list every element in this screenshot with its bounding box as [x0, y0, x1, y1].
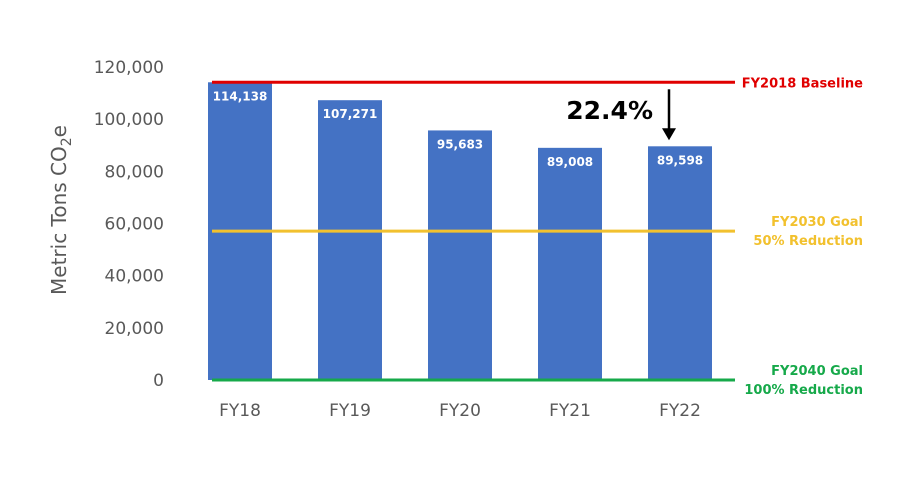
y-tick-label: 40,000 [105, 267, 164, 287]
bar-value-label: 114,138 [213, 89, 268, 103]
bar-value-label: 89,598 [657, 153, 703, 167]
y-tick-label: 80,000 [105, 162, 164, 182]
reference-line-1-label: FY2030 Goal [771, 215, 863, 230]
y-axis-title-main: Metric Tons CO [47, 146, 71, 295]
bar-value-labels: 114,138 107,271 95,683 89,008 89,598 [213, 89, 703, 169]
reduction-arrow-head [662, 128, 676, 141]
x-tick-label: FY18 [219, 401, 261, 421]
bar-fy22 [648, 146, 712, 380]
y-tick-label: 100,000 [94, 110, 164, 130]
bar-value-label: 107,271 [323, 107, 378, 121]
reference-line-2-label: 100% Reduction [744, 383, 863, 398]
svg-text:Metric Tons CO2e: Metric Tons CO2e [47, 125, 75, 295]
y-axis-title-subscript: 2 [59, 137, 75, 146]
reference-line-0-label: FY2018 Baseline [742, 76, 863, 91]
y-axis-title-suffix: e [47, 125, 71, 137]
y-tick-label: 20,000 [105, 319, 164, 339]
reference-lines: FY2018 Baseline FY2030 Goal 50% Reduction F… [212, 76, 863, 398]
x-tick-label: FY19 [329, 401, 371, 421]
x-tick-label: FY20 [439, 401, 481, 421]
bar-fy21 [538, 147, 602, 380]
x-axis-ticks: FY18 FY19 FY20 FY21 FY22 [219, 401, 701, 421]
reference-line-1-label: 50% Reduction [753, 234, 863, 249]
bar-fy20 [428, 130, 492, 380]
reference-line-2-label: FY2040 Goal [771, 364, 863, 379]
y-tick-label: 60,000 [105, 215, 164, 235]
x-tick-label: FY22 [659, 401, 701, 421]
bars [208, 82, 712, 381]
bar-value-label: 95,683 [437, 137, 483, 151]
x-tick-label: FY21 [549, 401, 591, 421]
y-tick-label: 0 [153, 371, 164, 391]
reduction-percent-label: 22.4% [566, 96, 653, 125]
y-axis-title: Metric Tons CO2e [47, 125, 75, 295]
y-tick-label: 120,000 [94, 58, 164, 78]
reduction-annotation: 22.4% [566, 89, 676, 141]
y-axis-ticks: 0 20,000 40,000 60,000 80,000 100,000 120,000 [94, 58, 164, 391]
bar-value-label: 89,008 [547, 155, 593, 169]
bar-fy19 [318, 100, 382, 380]
